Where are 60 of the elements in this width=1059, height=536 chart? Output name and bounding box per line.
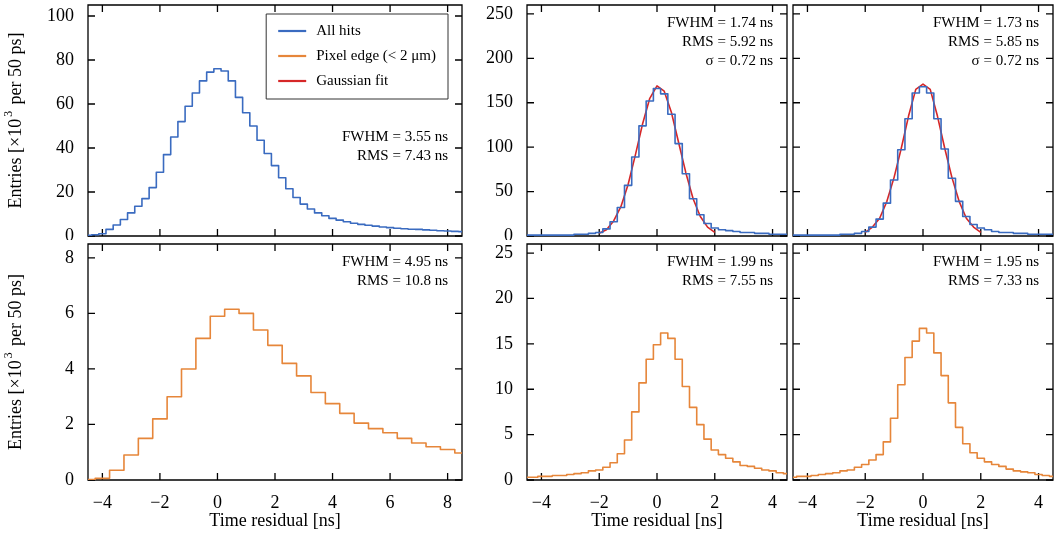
y-tick-label: 8 xyxy=(65,246,74,267)
y-tick-label: 40 xyxy=(56,136,74,157)
x-tick-label: 2 xyxy=(710,491,720,512)
y-tick-label: 4 xyxy=(65,357,74,378)
x-tick-label: 0 xyxy=(652,491,662,512)
y-tick-label: 6 xyxy=(65,302,74,323)
y-tick-label: 0 xyxy=(65,468,74,489)
annotation: RMS = 7.33 ns xyxy=(948,271,1040,288)
y-tick-label: 15 xyxy=(495,332,513,353)
y-tick-label: 20 xyxy=(56,180,74,201)
annotation: RMS = 5.92 ns xyxy=(682,32,774,49)
y-tick-label: 5 xyxy=(504,423,513,444)
annotation: σ = 0.72 ns xyxy=(705,51,774,68)
y-tick-label: 50 xyxy=(495,180,513,201)
x-tick-label: 4 xyxy=(768,491,778,512)
y-tick-label: 0 xyxy=(504,468,513,489)
x-tick-label: 2 xyxy=(270,491,280,512)
x-tick-label: 0 xyxy=(918,491,928,512)
annotation: RMS = 7.55 ns xyxy=(682,271,774,288)
annotation: RMS = 10.8 ns xyxy=(357,271,449,288)
annotation: RMS = 7.43 ns xyxy=(357,146,449,163)
y-tick-label: 250 xyxy=(486,2,513,23)
legend-label: All hits xyxy=(316,21,361,38)
y-axis-title: Entries [×103 per 50 ps] xyxy=(1,32,25,209)
y-tick-label: 0 xyxy=(65,224,74,245)
x-tick-label: −4 xyxy=(531,491,552,512)
x-axis-title: Time residual [ns] xyxy=(209,509,341,530)
x-tick-label: −2 xyxy=(855,491,875,512)
y-tick-label: 20 xyxy=(495,287,513,308)
x-tick-label: 0 xyxy=(212,491,222,512)
x-tick-label: −2 xyxy=(589,491,609,512)
y-tick-label: 100 xyxy=(47,4,74,25)
y-tick-label: 80 xyxy=(56,48,74,69)
annotation: σ = 0.72 ns xyxy=(971,51,1040,68)
text: Gaussian fit xyxy=(316,71,389,88)
y-tick-label: 200 xyxy=(486,47,513,68)
annotation: FWHM = 1.74 ns xyxy=(667,13,774,30)
x-tick-label: 2 xyxy=(976,491,986,512)
y-tick-label: 100 xyxy=(486,135,513,156)
y-tick-label: 150 xyxy=(486,91,513,112)
y-axis-title: Entries [×103 per 50 ps] xyxy=(1,274,25,450)
x-axis-title: Time residual [ns] xyxy=(591,509,723,530)
x-tick-label: 6 xyxy=(385,491,395,512)
annotation: FWHM = 1.99 ns xyxy=(667,252,774,269)
y-tick-label: 2 xyxy=(65,413,74,434)
x-tick-label: 8 xyxy=(443,491,453,512)
annotation: RMS = 5.85 ns xyxy=(948,32,1040,49)
x-axis-title: Time residual [ns] xyxy=(857,509,989,530)
y-tick-label: 60 xyxy=(56,92,74,113)
annotation: FWHM = 4.95 ns xyxy=(342,252,449,269)
text: Pixel edge (< 2 μm) xyxy=(316,46,436,63)
x-tick-label: −4 xyxy=(92,491,112,512)
y-tick-label: 10 xyxy=(495,377,513,398)
x-tick-label: 4 xyxy=(1034,491,1044,512)
annotation: FWHM = 3.55 ns xyxy=(342,127,449,144)
x-tick-label: −4 xyxy=(797,491,818,512)
annotation: FWHM = 1.95 ns xyxy=(933,252,1040,269)
annotation: FWHM = 1.73 ns xyxy=(933,13,1040,30)
x-tick-label: 4 xyxy=(328,491,338,512)
x-tick-label: −2 xyxy=(150,491,170,512)
